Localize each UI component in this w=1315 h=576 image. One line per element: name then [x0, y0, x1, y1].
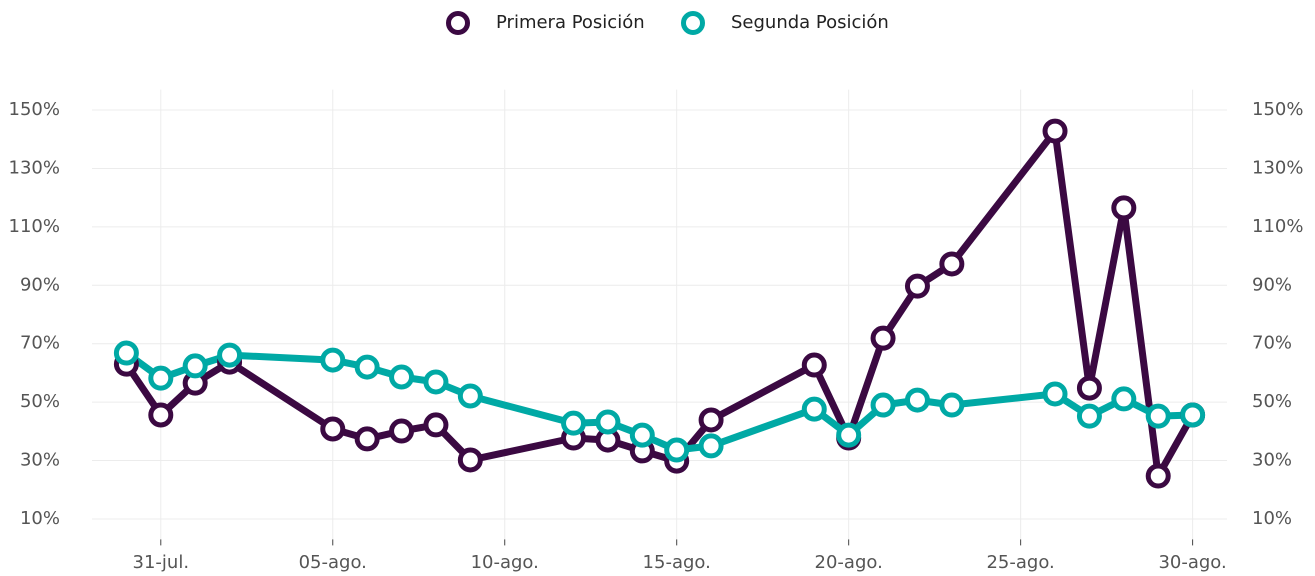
point [561, 410, 587, 436]
y-tick-label: 110% [9, 216, 60, 237]
y2-tick-label: 50% [1252, 391, 1292, 412]
point [217, 342, 243, 368]
point [113, 340, 139, 366]
point [423, 412, 449, 438]
y2-tick-label: 150% [1252, 99, 1303, 120]
point [1111, 386, 1137, 412]
point [939, 392, 965, 418]
legend-label: Primera Posición [496, 12, 645, 33]
y2-tick-label: 10% [1252, 508, 1292, 529]
point [801, 396, 827, 422]
point [904, 387, 930, 413]
point [148, 402, 174, 428]
y-tick-label: 150% [9, 99, 60, 120]
y-tick-label: 70% [20, 333, 60, 354]
point [904, 273, 930, 299]
x-tick-label: 05-ago. [299, 552, 367, 573]
y-tick-label: 130% [9, 157, 60, 178]
y-tick-label: 30% [20, 450, 60, 471]
x-tick-label: 10-ago. [471, 552, 539, 573]
legend-label: Segunda Posición [731, 12, 889, 33]
legend: Primera Posición Segunda Posición [446, 11, 889, 35]
point [629, 422, 655, 448]
y-tick-label: 90% [20, 274, 60, 295]
point [1076, 403, 1102, 429]
point [148, 365, 174, 391]
point [698, 407, 724, 433]
point [870, 392, 896, 418]
x-tick-label: 31-jul. [133, 552, 190, 573]
point [423, 369, 449, 395]
x-tick-label: 25-ago. [986, 552, 1054, 573]
point [836, 422, 862, 448]
x-tick-label: 15-ago. [643, 552, 711, 573]
y2-tick-label: 90% [1252, 274, 1292, 295]
legend-marker [681, 11, 705, 35]
point [698, 433, 724, 459]
point [320, 347, 346, 373]
point [1180, 402, 1206, 428]
point [870, 325, 896, 351]
point [1111, 195, 1137, 221]
point [1042, 118, 1068, 144]
y2-tick-label: 70% [1252, 333, 1292, 354]
point [801, 352, 827, 378]
point [354, 354, 380, 380]
x-tick-label: 20-ago. [815, 552, 883, 573]
y2-tick-label: 130% [1252, 157, 1303, 178]
point [320, 416, 346, 442]
y2-tick-label: 30% [1252, 450, 1292, 471]
point [182, 353, 208, 379]
y-tick-label: 50% [20, 391, 60, 412]
series-line [123, 127, 1196, 480]
point [389, 418, 415, 444]
point [1145, 463, 1171, 489]
point [389, 364, 415, 390]
x-tick-label: 30-ago. [1158, 552, 1226, 573]
point [664, 437, 690, 463]
point [595, 409, 621, 435]
point [457, 447, 483, 473]
legend-marker [446, 11, 470, 35]
point [354, 426, 380, 452]
point [457, 383, 483, 409]
point [939, 251, 965, 277]
point [1042, 381, 1068, 407]
y2-tick-label: 110% [1252, 216, 1303, 237]
point [1145, 403, 1171, 429]
point [1076, 375, 1102, 401]
y-tick-label: 10% [20, 508, 60, 529]
